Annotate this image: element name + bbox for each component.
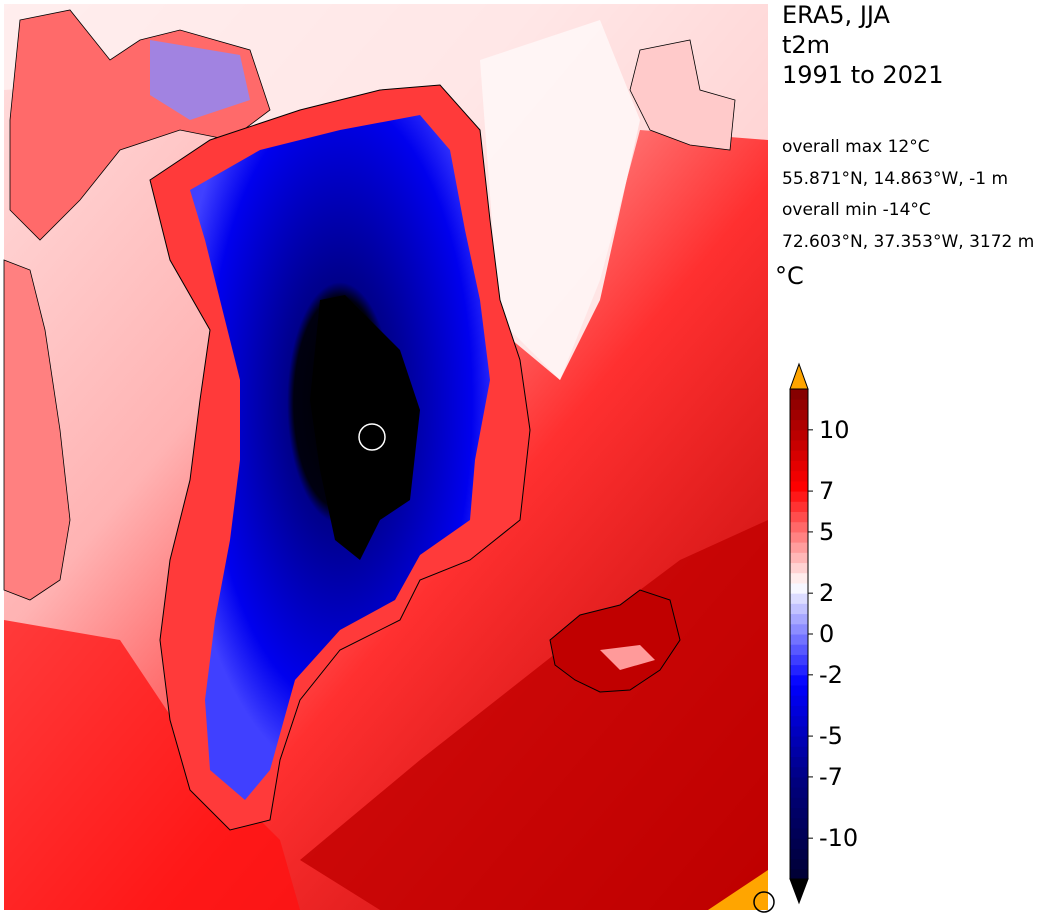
max-location-region — [708, 870, 768, 910]
colorbar-segment — [790, 725, 808, 737]
colorbar-segment — [790, 552, 808, 564]
colorbar-segment — [790, 399, 808, 410]
iceland-highland-patch — [600, 645, 655, 670]
colorbar-segment — [790, 797, 808, 809]
colorbar-segment — [790, 807, 808, 819]
pale-east-region — [480, 20, 640, 380]
stats-block: overall max 12°C 55.871°N, 14.863°W, -1 … — [782, 132, 1034, 258]
colorbar-segment — [790, 389, 808, 400]
colorbar-segment — [790, 460, 808, 472]
colorbar-tick-label: -7 — [819, 762, 843, 791]
colorbar-segment — [790, 613, 808, 625]
title-line-variable: t2m — [782, 31, 831, 59]
colorbar-tick-label: 7 — [819, 477, 835, 506]
colorbar-segment — [790, 440, 808, 451]
colorbar-segment — [790, 817, 808, 829]
colorbar-segment — [790, 531, 808, 543]
colorbar-segment — [790, 593, 808, 604]
colorbar-segment — [790, 664, 808, 676]
colorbar-segment — [790, 521, 808, 533]
colorbar-segment — [790, 429, 808, 441]
colorbar-segment — [790, 756, 808, 768]
colorbar-segment — [790, 491, 808, 502]
colorbar-tick-label: -5 — [819, 722, 843, 751]
colorbar-segment — [790, 766, 808, 778]
colorbar-segment — [790, 450, 808, 461]
colorbar-segment — [790, 603, 808, 615]
colorbar-segment — [790, 419, 808, 431]
colorbar-segment — [790, 511, 808, 523]
colorbar-segment — [790, 787, 808, 798]
colorbar-segment — [790, 736, 808, 747]
iceland — [549, 589, 681, 693]
colorbar-tick-label: 10 — [819, 415, 850, 444]
ice-summit-region — [310, 295, 420, 560]
colorbar-segment — [790, 623, 808, 635]
colorbar-segment — [790, 572, 808, 584]
colorbar-segment — [790, 868, 808, 880]
colorbar-segment — [790, 654, 808, 666]
colorbar-segment — [790, 582, 808, 594]
colorbar-tick-label: -10 — [819, 824, 859, 853]
min-location-marker — [358, 423, 386, 451]
overall-max-label: overall max 12°C — [782, 137, 930, 157]
colorbar-segment — [790, 542, 808, 553]
northeast-islands — [629, 39, 736, 151]
colorbar — [789, 362, 813, 905]
max-location-marker — [753, 891, 775, 913]
overall-min-label: overall min -14°C — [782, 200, 931, 220]
colorbar-segment — [790, 634, 808, 645]
colorbar-segment — [790, 695, 808, 706]
arctic-islands-patch-blue — [150, 40, 250, 120]
title-line-period: 1991 to 2021 — [782, 61, 944, 89]
overall-max-location: 55.871°N, 14.863°W, -1 m — [782, 168, 1009, 189]
colorbar-over-arrow — [789, 362, 809, 390]
colorbar-segment — [790, 685, 808, 696]
colorbar-tick-label: 5 — [819, 517, 835, 546]
baffin-coast — [3, 259, 71, 601]
colorbar-segment — [790, 715, 808, 727]
overall-min-location: 72.603°N, 37.353°W, 3172 m — [782, 231, 1035, 252]
colorbar-segment — [790, 858, 808, 870]
colorbar-under-arrow — [789, 878, 809, 905]
colorbar-segment — [790, 848, 808, 860]
colorbar-segment — [790, 838, 808, 849]
colorbar-segment — [790, 562, 808, 574]
warm-southwest-region — [4, 620, 300, 910]
colorbar-segment — [790, 470, 808, 482]
colorbar-segment — [790, 480, 808, 492]
colorbar-tick-label: 0 — [819, 620, 835, 648]
colorbar-tick-label: 2 — [819, 579, 835, 608]
figure-title: ERA5, JJA t2m 1991 to 2021 — [782, 0, 944, 90]
colorbar-segment — [790, 674, 808, 686]
colorbar-segment — [790, 746, 808, 757]
colorbar-segment — [790, 827, 808, 839]
colorbar-unit: °C — [775, 262, 804, 290]
colorbar-segment — [790, 705, 808, 717]
colorbar-segment — [790, 409, 808, 421]
title-line-dataset: ERA5, JJA — [782, 1, 890, 29]
colorbar-segment — [790, 501, 808, 512]
colorbar-segment — [790, 644, 808, 655]
colorbar-segment — [790, 776, 808, 788]
colorbar-tick-label: -2 — [819, 660, 843, 689]
